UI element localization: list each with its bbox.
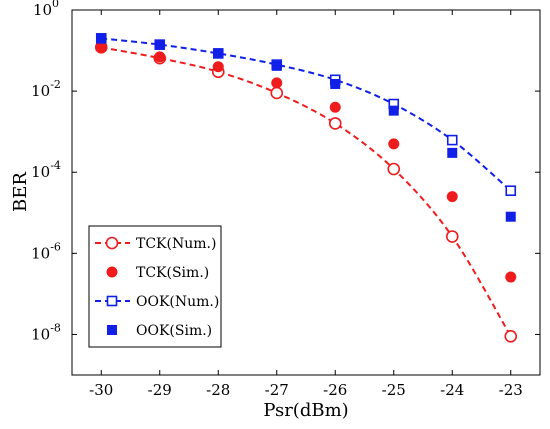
- data-point: [328, 117, 342, 130]
- data-point: [96, 33, 107, 44]
- x-axis-label: Psr(dBm): [263, 400, 348, 421]
- series-markers: [94, 33, 518, 343]
- data-point: [154, 39, 165, 50]
- data-point: [388, 138, 400, 150]
- data-point: [505, 271, 517, 283]
- legend-label: OOK(Num.): [136, 294, 219, 310]
- y-tick-label: 10-2: [31, 78, 61, 100]
- data-point: [271, 60, 282, 71]
- x-tick-label: -26: [323, 381, 347, 399]
- y-axis: 10-8 10-6 10-4 10-2 100: [31, 0, 540, 343]
- data-point: [445, 230, 459, 243]
- x-axis: -30 -29 -28 -27 -26 -25 -24 -23: [89, 10, 523, 399]
- legend-marker: [105, 236, 119, 250]
- data-point: [447, 147, 458, 158]
- x-tick-label: -24: [440, 381, 464, 399]
- legend-marker: [107, 325, 117, 335]
- legend-marker: [106, 266, 118, 278]
- data-point: [213, 48, 224, 59]
- data-point: [387, 162, 401, 176]
- legend: TCK(Num.) TCK(Sim.) OOK(Num.) OOK(Sim.): [88, 225, 222, 348]
- y-tick-label: 10-8: [31, 321, 61, 343]
- x-tick-label: -23: [499, 381, 523, 399]
- data-point: [446, 191, 458, 203]
- data-point: [504, 330, 518, 343]
- data-point: [154, 51, 166, 63]
- data-point: [95, 41, 107, 53]
- data-point: [505, 211, 516, 222]
- data-point: [271, 77, 283, 89]
- data-point: [329, 101, 341, 113]
- data-point: [505, 185, 517, 197]
- y-tick-label: 10-6: [31, 240, 61, 262]
- legend-label: TCK(Num.): [136, 236, 216, 252]
- legend-marker: [106, 295, 118, 307]
- data-point: [388, 105, 399, 116]
- y-tick-label: 100: [33, 0, 59, 19]
- legend-label: OOK(Sim.): [136, 323, 212, 339]
- x-tick-label: -30: [89, 381, 113, 399]
- data-point: [446, 134, 458, 146]
- data-point: [212, 61, 224, 73]
- legend-label: TCK(Sim.): [136, 265, 209, 281]
- y-tick-label: 10-4: [31, 159, 61, 181]
- data-point: [330, 78, 341, 89]
- x-tick-label: -28: [206, 381, 230, 399]
- data-point: [270, 86, 284, 100]
- x-tick-label: -27: [265, 381, 289, 399]
- y-axis-label: BER: [10, 172, 31, 212]
- x-tick-label: -25: [382, 381, 406, 399]
- x-tick-label: -29: [148, 381, 172, 399]
